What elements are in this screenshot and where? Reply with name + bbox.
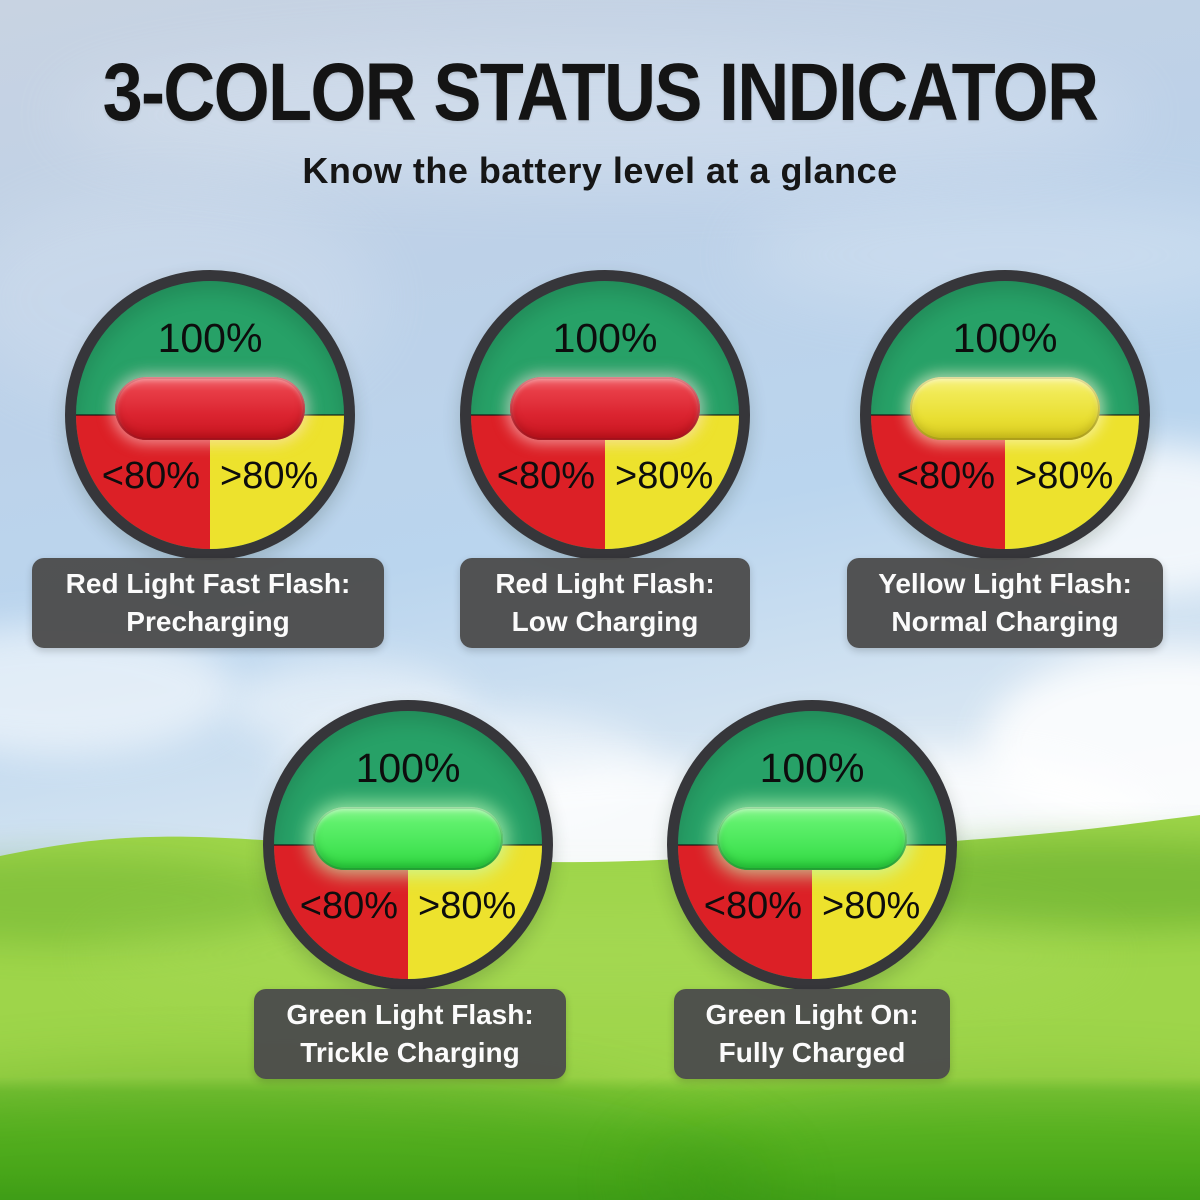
status-dial-precharging: 100% <80% >80% — [65, 270, 355, 560]
caption-trickle-charging: Green Light Flash: Trickle Charging — [254, 989, 566, 1079]
label-100-percent: 100% — [355, 745, 461, 791]
caption-line1: Green Light On: — [705, 999, 919, 1030]
led-pill-green — [717, 807, 907, 870]
label-100-percent: 100% — [552, 315, 658, 361]
label-below-80: <80% — [496, 455, 595, 497]
label-100-percent: 100% — [157, 315, 263, 361]
caption-line2: Fully Charged — [718, 1037, 906, 1068]
status-dial-trickle-charging: 100% <80% >80% — [263, 700, 553, 990]
caption-normal-charging: Yellow Light Flash: Normal Charging — [847, 558, 1163, 648]
status-dial-normal-charging: 100% <80% >80% — [860, 270, 1150, 560]
label-100-percent: 100% — [759, 745, 865, 791]
label-above-80: >80% — [1015, 455, 1114, 497]
caption-line2: Precharging — [126, 606, 290, 637]
caption-line1: Green Light Flash: — [286, 999, 534, 1030]
led-pill-red — [510, 377, 700, 440]
label-above-80: >80% — [615, 455, 714, 497]
label-below-80: <80% — [703, 885, 802, 927]
label-100-percent: 100% — [952, 315, 1058, 361]
label-below-80: <80% — [896, 455, 995, 497]
caption-precharging: Red Light Fast Flash: Precharging — [32, 558, 384, 648]
label-above-80: >80% — [418, 885, 517, 927]
caption-line1: Red Light Fast Flash: — [65, 568, 351, 599]
caption-line1: Red Light Flash: — [495, 568, 715, 599]
caption-line2: Trickle Charging — [300, 1037, 520, 1068]
page-title: 3-COLOR STATUS INDICATOR — [102, 47, 1099, 138]
label-above-80: >80% — [220, 455, 319, 497]
led-pill-yellow — [910, 377, 1100, 440]
caption-low-charging: Red Light Flash: Low Charging — [460, 558, 750, 648]
page-subtitle: Know the battery level at a glance — [302, 150, 898, 191]
status-dial-fully-charged: 100% <80% >80% — [667, 700, 957, 990]
caption-line2: Low Charging — [511, 606, 699, 637]
caption-line2: Normal Charging — [891, 606, 1119, 637]
label-above-80: >80% — [822, 885, 921, 927]
caption-fully-charged: Green Light On: Fully Charged — [674, 989, 950, 1079]
label-below-80: <80% — [299, 885, 398, 927]
label-below-80: <80% — [101, 455, 200, 497]
led-pill-red — [115, 377, 305, 440]
led-pill-green — [313, 807, 503, 870]
caption-line1: Yellow Light Flash: — [878, 568, 1132, 599]
status-dial-low-charging: 100% <80% >80% — [460, 270, 750, 560]
